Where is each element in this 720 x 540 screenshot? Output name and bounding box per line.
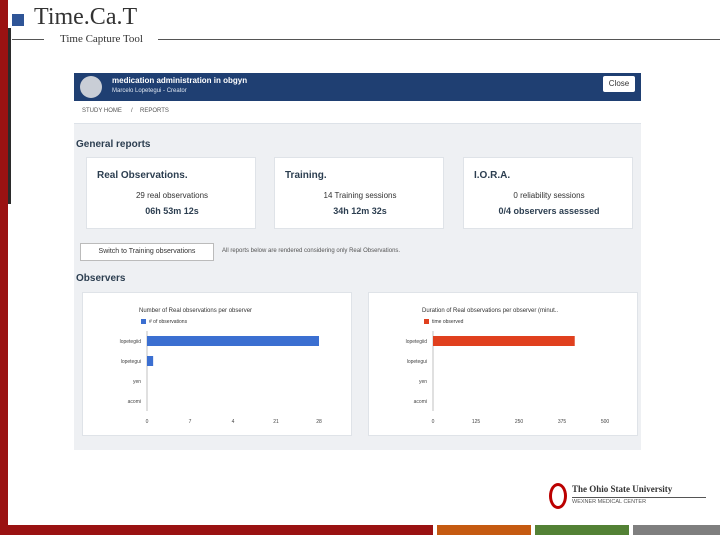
switch-to-training-button[interactable]: Switch to Training observations <box>80 243 214 261</box>
tick-label: 0 <box>432 419 435 425</box>
data-bar <box>147 356 154 366</box>
osu-block-o-logo <box>549 483 567 509</box>
card-title: Real Observations. <box>97 170 188 181</box>
iora-card: I.O.R.A. 0 reliability sessions 0/4 obse… <box>463 157 633 229</box>
category-label: lopetegiid <box>120 339 142 345</box>
card-duration: 34h 12m 32s <box>333 206 387 216</box>
switch-note: All reports below are rendered consideri… <box>222 248 401 254</box>
study-creator: Marcelo Lopetegui - Creator <box>112 88 187 94</box>
observations-count-panel: Number of Real observations per observer… <box>82 292 352 436</box>
osu-medical-center: WEXNER MEDICAL CENTER <box>572 499 647 505</box>
tick-label: 21 <box>273 419 279 425</box>
tick-label: 375 <box>558 419 567 425</box>
tick-label: 7 <box>189 419 192 425</box>
observation-duration-chart: lopetegiid lopetegui yen acomi 0 125 250 375 500 <box>406 331 610 425</box>
chart-legend: time observed <box>424 319 463 325</box>
tick-label: 28 <box>316 419 322 425</box>
avatar[interactable] <box>80 76 102 98</box>
category-label: yen <box>419 379 427 385</box>
breadcrumb-study-home[interactable]: STUDY HOME <box>82 108 122 114</box>
training-card: Training. 14 Training sessions 34h 12m 3… <box>274 157 444 229</box>
card-assessed: 0/4 observers assessed <box>498 206 600 216</box>
footer-color-bars <box>0 525 720 535</box>
legend-swatch <box>141 319 146 325</box>
left-accent-bar <box>0 0 8 530</box>
slide-title: Time.Ca.T <box>34 4 138 30</box>
osu-name: The Ohio State University <box>572 484 673 494</box>
general-reports-heading: General reports <box>76 139 151 150</box>
breadcrumb-separator: / <box>131 108 133 114</box>
chart-title: Number of Real observations per observer <box>139 308 253 314</box>
legend-swatch <box>424 319 429 325</box>
footer-bar-2 <box>437 525 531 535</box>
legend-label: time observed <box>432 319 464 325</box>
data-bar <box>147 336 319 346</box>
footer-bar-1 <box>0 525 433 535</box>
title-rule-left <box>12 39 44 40</box>
real-observations-card: Real Observations. 29 real observations … <box>86 157 256 229</box>
breadcrumb: STUDY HOME / REPORTS <box>74 101 641 124</box>
app-header: medication administration in obgyn Marce… <box>74 73 641 101</box>
category-label: yen <box>133 379 141 385</box>
card-count: 29 real observations <box>135 191 209 200</box>
category-label: acomi <box>128 399 141 405</box>
footer-bar-4 <box>633 525 720 535</box>
observations-count-chart: lopetegiid lopetegui yen acomi 0 7 4 21 28 <box>120 331 322 425</box>
osu-rule <box>572 497 706 498</box>
card-duration: 06h 53m 12s <box>145 206 199 216</box>
observation-duration-panel: Duration of Real observations per observ… <box>368 292 638 436</box>
data-bar <box>433 336 575 346</box>
chart-title: Duration of Real observations per observ… <box>422 308 559 314</box>
legend-label: # of observations <box>149 319 188 325</box>
tick-label: 125 <box>472 419 481 425</box>
title-bullet-icon <box>12 14 24 26</box>
card-count: 14 Training sessions <box>323 191 397 200</box>
tick-label: 250 <box>515 419 524 425</box>
observers-heading: Observers <box>76 273 126 284</box>
category-label: lopetegui <box>407 359 427 365</box>
chart-legend: # of observations <box>141 319 187 325</box>
card-count: 0 reliability sessions <box>513 191 585 200</box>
study-title: medication administration in obgyn <box>112 76 248 85</box>
footer-bar-3 <box>535 525 629 535</box>
category-label: lopetegui <box>121 359 141 365</box>
category-label: acomi <box>414 399 427 405</box>
breadcrumb-reports[interactable]: REPORTS <box>140 108 169 114</box>
left-divider-mark <box>8 28 11 204</box>
tick-label: 0 <box>146 419 149 425</box>
card-title: I.O.R.A. <box>474 170 511 181</box>
card-title: Training. <box>285 170 327 181</box>
tick-label: 4 <box>232 419 235 425</box>
close-button[interactable]: Close <box>603 76 635 92</box>
slide-subtitle: Time Capture Tool <box>60 33 143 45</box>
category-label: lopetegiid <box>406 339 428 345</box>
tick-label: 500 <box>601 419 610 425</box>
app-screenshot: medication administration in obgyn Marce… <box>74 73 641 450</box>
title-rule-right <box>158 39 720 40</box>
